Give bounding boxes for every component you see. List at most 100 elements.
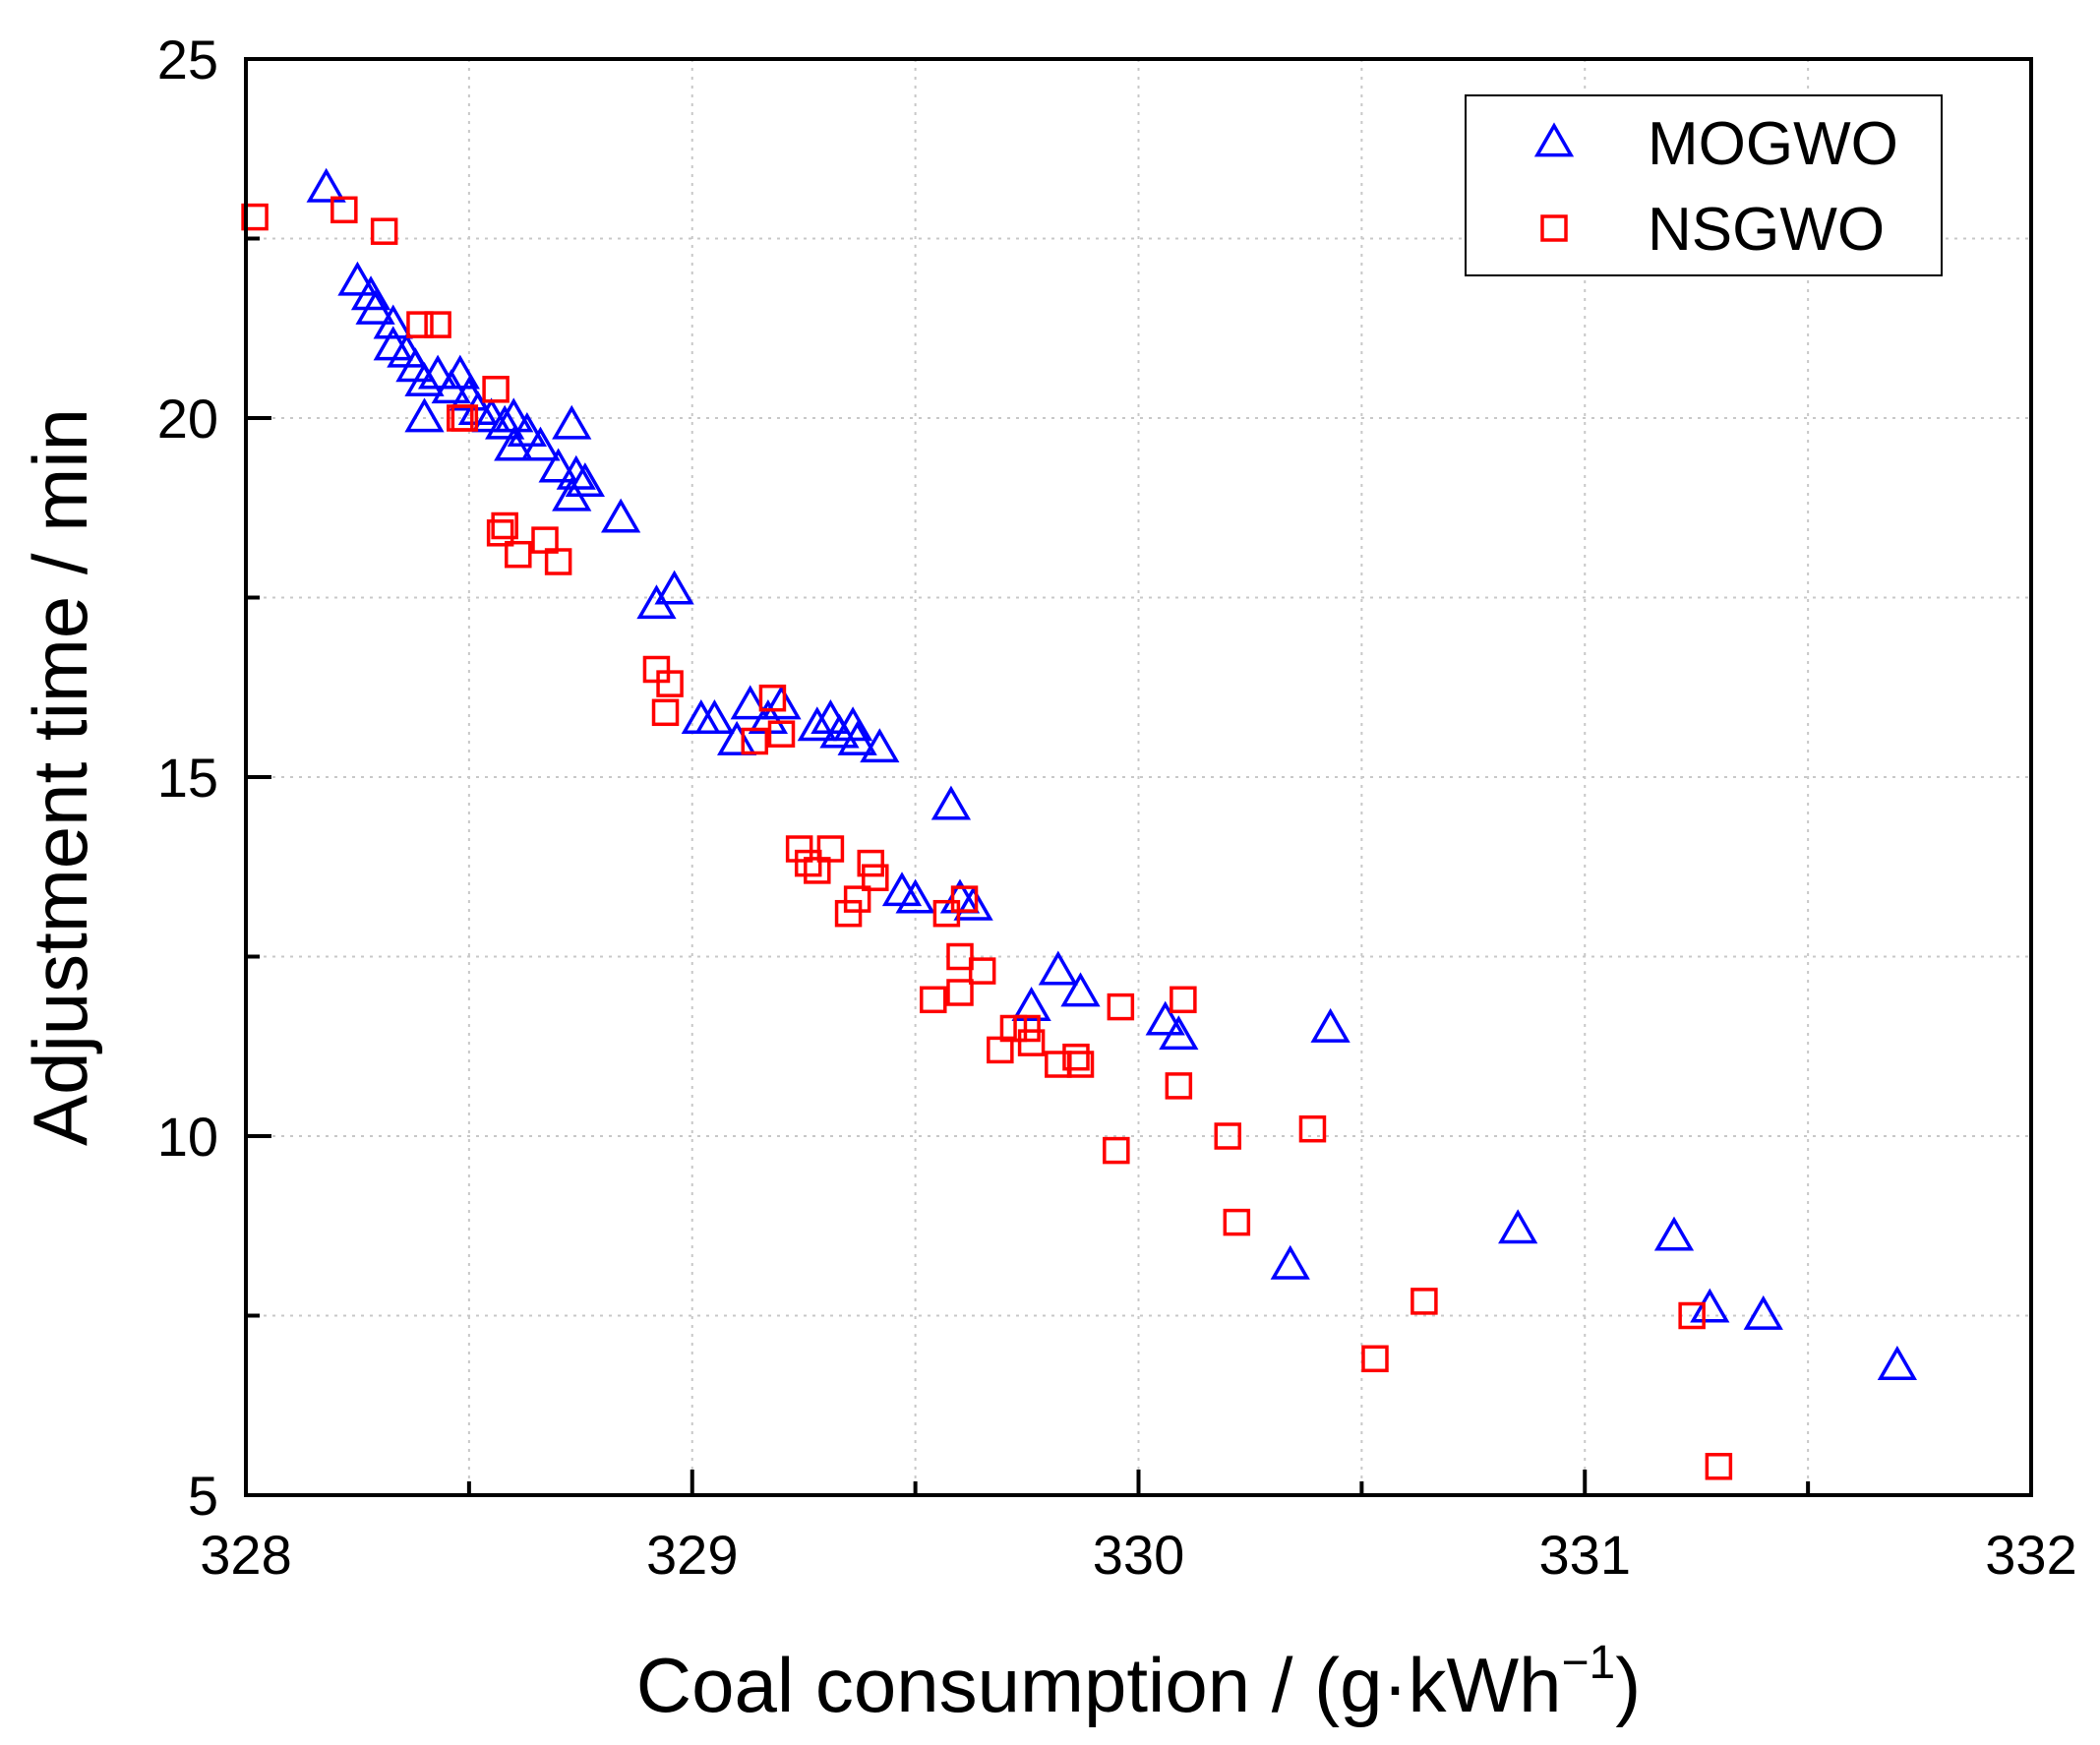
nsgwo-point [1107,993,1135,1021]
nsgwo-point [656,670,684,697]
mogwo-point [1060,972,1101,1007]
mogwo-point [1270,1244,1310,1280]
mogwo-point [520,426,561,461]
nsgwo-point [1017,1029,1046,1056]
nsgwo-point [486,519,514,547]
nsgwo-point [505,540,532,569]
mogwo-point [1159,1015,1199,1051]
mogwo-point [930,785,972,820]
mogwo-point [350,275,391,311]
mogwo-point [797,706,837,742]
mogwo-point [601,498,641,533]
mogwo-point [694,698,735,734]
nsgwo-point [1103,1136,1130,1165]
nsgwo-point [843,885,871,913]
mogwo-point [832,706,873,742]
y-axis-title: Adjustment time / min [17,408,103,1146]
legend-label-nsgwo: NSGWO [1648,196,1885,264]
mogwo-point [1038,950,1078,986]
y-tick-label: 25 [157,29,218,90]
nsgwo-point [1170,986,1197,1014]
mogwo-point [860,728,900,763]
mogwo-point [417,354,458,390]
data-markers [241,167,1918,1480]
nsgwo-point [932,899,961,928]
plot-area-frame [244,57,2033,1497]
nsgwo-point [1223,1208,1251,1236]
mogwo-point [494,426,534,461]
nsgwo-point [1214,1122,1241,1150]
legend: MOGWO NSGWO [1465,94,1943,276]
mogwo-point [1653,1216,1695,1251]
x-tick-label: 329 [646,1524,738,1586]
nsgwo-point [330,196,358,224]
nsgwo-point [1062,1043,1090,1071]
mogwo-point [716,720,757,755]
nsgwo-point [857,849,884,877]
legend-marker-nsgwo [1540,214,1568,242]
legend-marker-mogwo [1533,122,1575,157]
nsgwo-point [946,979,974,1006]
x-tick-label: 328 [200,1524,291,1586]
nsgwo-point [946,942,974,971]
nsgwo-point [1361,1345,1389,1373]
mogwo-point [373,304,413,339]
nsgwo-point [767,720,796,748]
mogwo-point [1145,1000,1185,1036]
mogwo-point [552,404,592,440]
x-axis-title: Coal consumption / (g·kWh−1) [636,1637,1641,1728]
mogwo-point [355,289,395,325]
tick-labels: 328 329 330 331 332 5 10 15 20 25 [157,29,2077,1586]
mogwo-point [337,261,378,296]
mogwo-point [1011,986,1051,1021]
mogwo-point [404,397,445,433]
x-tick-label: 331 [1539,1524,1631,1586]
mogwo-point [404,361,445,396]
nsgwo-point [1045,1051,1072,1078]
mogwo-point [565,462,605,498]
mogwo-point [1498,1209,1538,1244]
x-tick-label: 332 [1985,1524,2076,1586]
mogwo-point [1310,1007,1350,1043]
legend-label-mogwo: MOGWO [1648,110,1898,178]
mogwo-point [507,411,547,447]
nsgwo-point [1165,1072,1193,1100]
y-tick-label: 10 [157,1106,218,1168]
nsgwo-point [758,684,787,712]
legend-box [1465,94,1943,276]
nsgwo-point [482,376,510,403]
mogwo-point [1743,1294,1783,1330]
nsgwo-point [1410,1288,1438,1315]
nsgwo-point [424,311,451,338]
nsgwo-point [1298,1114,1327,1143]
mogwo-point [485,404,525,440]
nsgwo-point [1705,1453,1733,1480]
nsgwo-point [741,727,769,755]
mogwo-point [306,167,346,203]
mogwo-point [730,685,770,720]
mogwo-point [819,713,860,749]
nsgwo-point [950,885,979,913]
nsgwo-point [834,899,863,928]
mogwo-point [895,878,935,914]
mogwo-point [837,720,877,755]
nsgwo-point [862,864,889,891]
x-tick-label: 330 [1093,1524,1184,1586]
mogwo-point [373,326,413,361]
mogwo-point [953,885,993,921]
nsgwo-point [406,311,434,338]
nsgwo-point [651,698,680,727]
mogwo-point [881,872,923,907]
mogwo-point [761,685,802,720]
nsgwo-point [450,404,479,432]
nsgwo-point [1066,1051,1095,1078]
x-axis-title-superscript: −1 [1561,1637,1615,1689]
nsgwo-point [816,835,845,863]
nsgwo-point [1678,1301,1706,1330]
nsgwo-point [794,849,822,877]
mogwo-point [1877,1345,1918,1380]
nsgwo-point [1013,1014,1041,1043]
mogwo-point [440,354,480,390]
x-axis-title-text: Coal consumption / (g·kWh [636,1642,1562,1728]
